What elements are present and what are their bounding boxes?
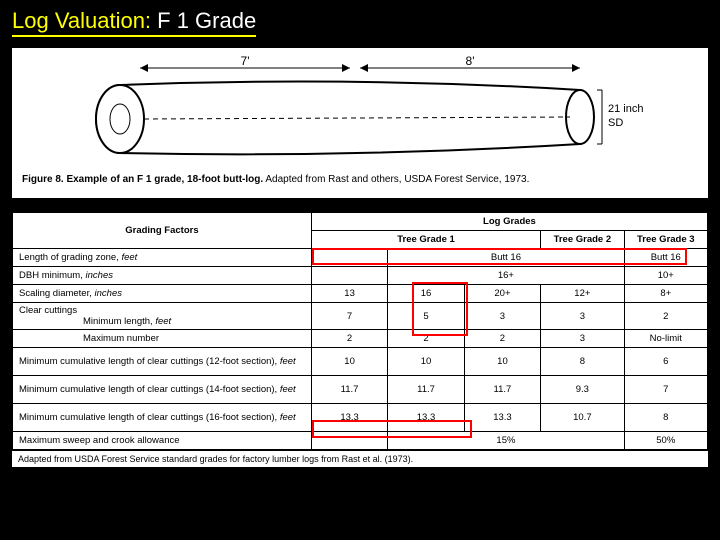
table-cell: 3 bbox=[464, 303, 540, 330]
row-label: Length of grading zone, feet bbox=[13, 249, 312, 267]
th-log-grades: Log Grades bbox=[311, 213, 707, 231]
table-cell bbox=[311, 249, 387, 267]
table-cell: 10.7 bbox=[541, 404, 624, 432]
th-tree-grade-1: Tree Grade 1 bbox=[311, 231, 540, 249]
table-cell: 7 bbox=[624, 376, 707, 404]
table-cell: 7 bbox=[311, 303, 387, 330]
table-cell: 13.3 bbox=[388, 404, 464, 432]
table-cell: 8+ bbox=[624, 285, 707, 303]
table-row: DBH minimum, inches 16+10+ bbox=[13, 267, 708, 285]
row-label: Minimum cumulative length of clear cutti… bbox=[13, 348, 312, 376]
table-cell: 2 bbox=[388, 330, 464, 348]
table-cell: 13.3 bbox=[311, 404, 387, 432]
table-cell: 12+ bbox=[541, 285, 624, 303]
table-row: Scaling diameter, inches131620+12+8+ bbox=[13, 285, 708, 303]
table-cell: 5 bbox=[388, 303, 464, 330]
table-cell: 13 bbox=[311, 285, 387, 303]
row-label: DBH minimum, inches bbox=[13, 267, 312, 285]
title-suffix: F 1 Grade bbox=[151, 8, 256, 33]
th-tree-grade-2: Tree Grade 2 bbox=[541, 231, 624, 249]
table-cell bbox=[311, 432, 387, 450]
table-cell: 15% bbox=[388, 432, 624, 450]
table-row: Length of grading zone, feet Butt 16Butt … bbox=[13, 249, 708, 267]
grading-table: Grading Factors Log Grades Tree Grade 1 … bbox=[12, 212, 708, 450]
figure-caption-bold: Figure 8. Example of an F 1 grade, 18-fo… bbox=[22, 174, 263, 185]
page-title: Log Valuation: F 1 Grade bbox=[0, 0, 720, 42]
table-cell: 11.7 bbox=[311, 376, 387, 404]
table-row: Minimum cumulative length of clear cutti… bbox=[13, 348, 708, 376]
table-cell: 20+ bbox=[464, 285, 540, 303]
table-cell: 2 bbox=[464, 330, 540, 348]
table-cell: 3 bbox=[541, 330, 624, 348]
table-footer: Adapted from USDA Forest Service standar… bbox=[12, 450, 708, 467]
table-row: Maximum sweep and crook allowance 15%50% bbox=[13, 432, 708, 450]
table-cell: 50% bbox=[624, 432, 707, 450]
table-cell: 10 bbox=[388, 348, 464, 376]
row-label: Scaling diameter, inches bbox=[13, 285, 312, 303]
table-row: Clear cuttingsMinimum length, feet75332 bbox=[13, 303, 708, 330]
table-cell: 11.7 bbox=[388, 376, 464, 404]
title-prefix: Log Valuation: bbox=[12, 8, 151, 33]
table-cell: Butt 16 bbox=[624, 249, 707, 267]
diameter-label-1: 21 inch bbox=[608, 103, 643, 115]
left-length-label: 7' bbox=[241, 54, 250, 68]
table-panel: Grading Factors Log Grades Tree Grade 1 … bbox=[12, 212, 708, 467]
figure-panel: 7' 8' 21 inch SD Figure 8. Example of an… bbox=[12, 48, 708, 198]
diameter-label-2: SD bbox=[608, 117, 623, 129]
th-grading-factors: Grading Factors bbox=[13, 213, 312, 249]
table-cell: 3 bbox=[541, 303, 624, 330]
table-row: Minimum cumulative length of clear cutti… bbox=[13, 376, 708, 404]
table-cell: 13.3 bbox=[464, 404, 540, 432]
th-tree-grade-3: Tree Grade 3 bbox=[624, 231, 707, 249]
table-cell: 10+ bbox=[624, 267, 707, 285]
table-cell: 16 bbox=[388, 285, 464, 303]
row-label: Minimum cumulative length of clear cutti… bbox=[13, 376, 312, 404]
table-cell: 8 bbox=[541, 348, 624, 376]
table-cell: 10 bbox=[311, 348, 387, 376]
table-cell: Butt 16 bbox=[388, 249, 624, 267]
table-row: Maximum number2223No-limit bbox=[13, 330, 708, 348]
log-diagram: 7' 8' 21 inch SD bbox=[50, 54, 670, 172]
row-label: Maximum number bbox=[13, 330, 312, 348]
table-cell bbox=[311, 267, 387, 285]
table-cell: 2 bbox=[624, 303, 707, 330]
right-length-label: 8' bbox=[466, 54, 475, 68]
figure-caption-rest: Adapted from Rast and others, USDA Fores… bbox=[263, 174, 529, 185]
figure-caption: Figure 8. Example of an F 1 grade, 18-fo… bbox=[22, 174, 698, 185]
row-label: Clear cuttingsMinimum length, feet bbox=[13, 303, 312, 330]
table-cell: 2 bbox=[311, 330, 387, 348]
table-row: Minimum cumulative length of clear cutti… bbox=[13, 404, 708, 432]
table-cell: No-limit bbox=[624, 330, 707, 348]
table-cell: 10 bbox=[464, 348, 540, 376]
row-label: Maximum sweep and crook allowance bbox=[13, 432, 312, 450]
table-cell: 16+ bbox=[388, 267, 624, 285]
table-cell: 9.3 bbox=[541, 376, 624, 404]
table-cell: 11.7 bbox=[464, 376, 540, 404]
table-cell: 6 bbox=[624, 348, 707, 376]
row-label: Minimum cumulative length of clear cutti… bbox=[13, 404, 312, 432]
table-cell: 8 bbox=[624, 404, 707, 432]
